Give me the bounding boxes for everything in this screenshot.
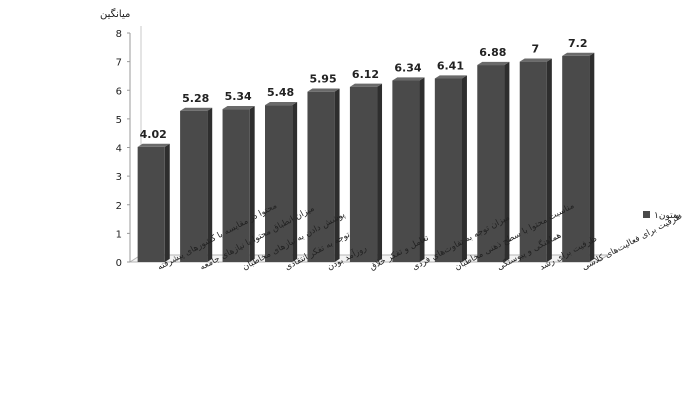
bar-side xyxy=(589,53,594,262)
bar-front xyxy=(435,79,462,262)
y-tick-label: 5 xyxy=(116,115,122,126)
bar-top xyxy=(223,106,255,109)
data-label: 5.28 xyxy=(182,92,209,105)
bar-front xyxy=(392,81,419,262)
y-tick-label: 0 xyxy=(116,258,122,269)
y-tick-label: 3 xyxy=(116,172,122,183)
bar-top xyxy=(392,77,424,80)
y-tick-label: 6 xyxy=(116,86,122,97)
bar-front xyxy=(350,87,377,262)
bar-side xyxy=(547,58,552,262)
bar-top xyxy=(562,53,594,56)
y-tick-label: 7 xyxy=(116,58,122,69)
y-tick-label: 2 xyxy=(116,201,122,212)
bar-side xyxy=(504,62,509,262)
data-label: 5.34 xyxy=(225,90,252,103)
bar xyxy=(562,53,594,262)
bar-top xyxy=(265,102,297,105)
bar-top xyxy=(180,108,212,111)
legend-swatch xyxy=(643,211,650,218)
bar-front xyxy=(138,147,165,262)
legend: ستون۱ xyxy=(643,211,680,221)
bar-front xyxy=(562,56,589,262)
data-label: 6.41 xyxy=(437,60,464,73)
data-label: 7 xyxy=(531,43,539,56)
bar-top xyxy=(477,62,509,65)
data-label: 5.95 xyxy=(309,73,336,86)
bar xyxy=(138,144,170,262)
legend-label: ستون۱ xyxy=(654,211,680,221)
bar-side xyxy=(165,144,170,262)
bar-top xyxy=(138,144,170,147)
data-label: 6.12 xyxy=(352,68,379,81)
bar-top xyxy=(435,75,467,78)
y-axis-title: میانگین xyxy=(100,8,130,20)
y-tick-label: 1 xyxy=(116,229,122,240)
bar-top xyxy=(350,84,382,87)
data-label: 6.88 xyxy=(479,46,506,59)
bar-side xyxy=(377,84,382,262)
bar-top xyxy=(307,89,339,92)
data-label: 5.48 xyxy=(267,86,294,99)
bar-top xyxy=(520,58,552,61)
y-tick-label: 4 xyxy=(116,144,122,155)
y-tick-label: 8 xyxy=(116,29,122,40)
data-label: 6.34 xyxy=(394,62,421,75)
data-label: 7.2 xyxy=(568,37,588,50)
bar xyxy=(435,75,467,262)
data-label: 4.02 xyxy=(140,128,167,141)
bar xyxy=(350,84,382,262)
bar xyxy=(392,77,424,262)
